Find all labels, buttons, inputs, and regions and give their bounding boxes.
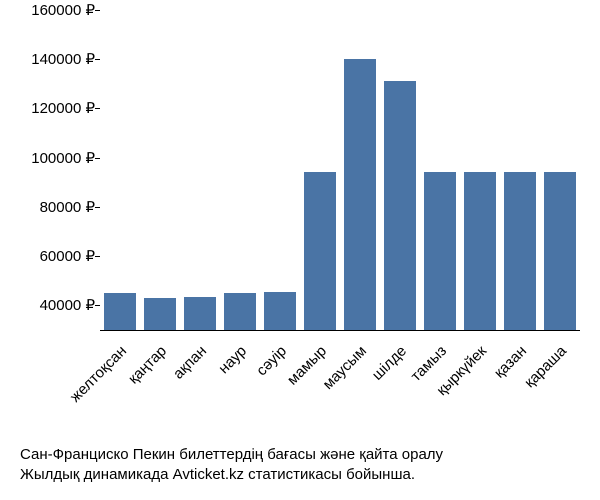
bar bbox=[344, 59, 377, 330]
y-tick-mark bbox=[95, 158, 100, 159]
y-tick-mark bbox=[95, 10, 100, 11]
y-tick-label: 40000 ₽ bbox=[5, 296, 95, 314]
chart-container: Сан-Франциско Пекин билеттердің бағасы ж… bbox=[0, 0, 600, 500]
y-tick-label: 80000 ₽ bbox=[5, 198, 95, 216]
caption-line-1: Сан-Франциско Пекин билеттердің бағасы ж… bbox=[20, 445, 580, 465]
bar bbox=[144, 298, 177, 330]
y-tick-label: 100000 ₽ bbox=[5, 149, 95, 167]
y-tick-mark bbox=[95, 207, 100, 208]
caption: Сан-Франциско Пекин билеттердің бағасы ж… bbox=[20, 445, 580, 486]
bar bbox=[424, 172, 457, 330]
bar bbox=[184, 297, 217, 330]
bar bbox=[304, 172, 337, 330]
caption-line-2: Жылдық динамикада Avticket.kz статистика… bbox=[20, 465, 580, 485]
plot-area bbox=[100, 10, 580, 331]
y-tick-mark bbox=[95, 256, 100, 257]
bar bbox=[464, 172, 497, 330]
y-tick-label: 60000 ₽ bbox=[5, 247, 95, 265]
bar bbox=[544, 172, 577, 330]
y-tick-label: 140000 ₽ bbox=[5, 50, 95, 68]
bar bbox=[384, 81, 417, 330]
y-tick-label: 120000 ₽ bbox=[5, 99, 95, 117]
bar bbox=[104, 293, 137, 330]
y-tick-mark bbox=[95, 59, 100, 60]
y-tick-mark bbox=[95, 108, 100, 109]
y-tick-mark bbox=[95, 305, 100, 306]
bar bbox=[224, 293, 257, 330]
bar bbox=[264, 292, 297, 330]
bar bbox=[504, 172, 537, 330]
y-tick-label: 160000 ₽ bbox=[5, 1, 95, 19]
